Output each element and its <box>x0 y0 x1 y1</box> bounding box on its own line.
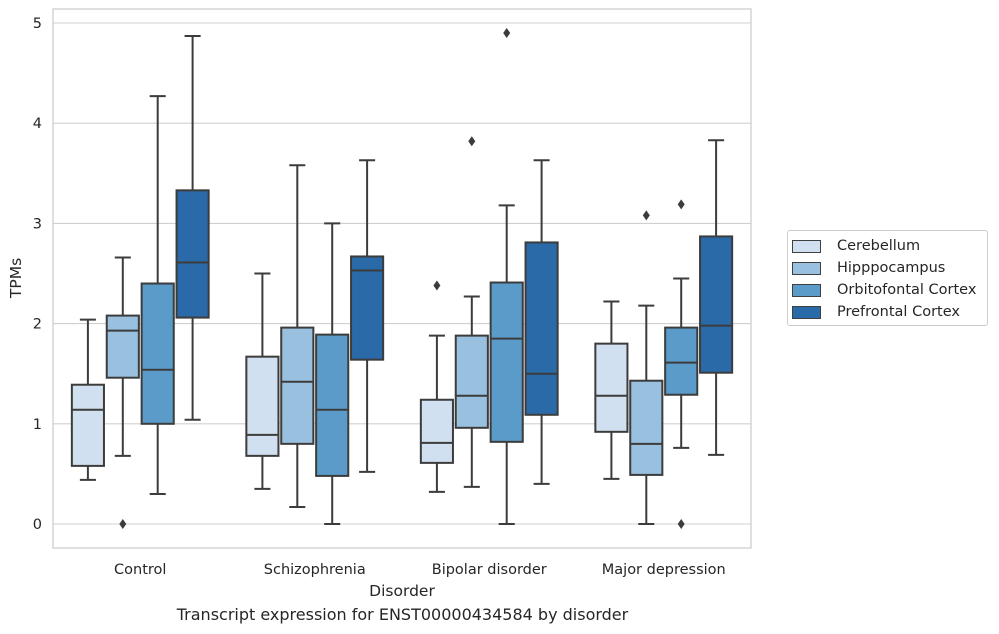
box-0-2 <box>140 95 175 495</box>
y-tick-label-2: 2 <box>33 317 42 333</box>
legend-swatch-hippocampus <box>792 261 821 275</box>
y-tick-label-1: 1 <box>33 417 42 433</box>
box-1-1 <box>280 164 315 508</box>
box-iqr <box>489 281 524 443</box>
outlier-point <box>119 519 127 529</box>
legend: Cerebellum Hipppocampus Orbitofontal Cor… <box>787 230 988 326</box>
box-0-3 <box>175 35 210 421</box>
box-iqr <box>315 333 350 477</box>
outlier-point <box>642 210 650 221</box>
box-0-0 <box>70 318 105 481</box>
box-2-0 <box>419 280 454 493</box>
box-3-1 <box>629 210 664 525</box>
box-3-3 <box>699 139 734 456</box>
y-tick-label-3: 3 <box>33 216 42 232</box>
box-2-3 <box>524 159 559 485</box>
x-axis-label: Disorder <box>369 582 435 600</box>
x-tick-label-2: Bipolar disorder <box>432 562 547 578</box>
y-tick-label-0: 0 <box>33 517 42 533</box>
box-iqr <box>105 314 140 379</box>
box-iqr <box>175 189 210 319</box>
legend-item-hippocampus: Hipppocampus <box>792 257 945 279</box>
x-tick-label-1: Schizophrenia <box>264 562 366 578</box>
legend-label-cerebellum: Cerebellum <box>837 238 921 254</box>
x-tick-label-0: Control <box>114 562 166 578</box>
box-1-0 <box>245 272 280 490</box>
legend-label-hippocampus: Hipppocampus <box>837 260 946 276</box>
box-1-2 <box>315 222 350 525</box>
outlier-point <box>503 28 511 39</box>
x-tick-labels: Control Schizophrenia Bipolar disorder Majo… <box>114 562 726 578</box>
legend-swatch-cerebellum <box>792 239 821 253</box>
box-iqr <box>524 241 559 416</box>
figure-caption: Transcript expression for ENST0000043458… <box>176 605 629 624</box>
box-iqr <box>664 326 699 396</box>
y-tick-label-5: 5 <box>33 16 42 32</box>
x-tick-label-3: Major depression <box>602 562 726 578</box>
box-iqr <box>350 255 385 361</box>
box-2-2 <box>489 28 524 525</box>
legend-item-cerebellum: Cerebellum <box>792 235 920 257</box>
box-1-3 <box>350 159 385 473</box>
plot-area-frame <box>52 8 752 549</box>
box-3-2 <box>664 199 699 529</box>
box-iqr <box>419 398 454 464</box>
box-iqr <box>70 383 105 467</box>
y-tick-labels: 0 1 2 3 4 5 <box>33 16 42 533</box>
outlier-point <box>433 280 441 291</box>
outlier-point <box>468 136 476 147</box>
box-iqr <box>245 355 280 457</box>
box-iqr <box>594 342 629 433</box>
y-axis-label: TPMs <box>7 258 25 299</box>
y-tick-label-4: 4 <box>33 116 42 132</box>
outlier-point <box>677 199 685 210</box>
box-0-1 <box>105 256 140 529</box>
box-iqr <box>699 235 734 374</box>
box-3-0 <box>594 300 629 480</box>
box-iqr <box>280 326 315 445</box>
legend-item-orbitofrontal-cortex: Orbitofontal Cortex <box>792 279 976 301</box>
legend-label-orbitofrontal-cortex: Orbitofontal Cortex <box>837 282 977 298</box>
outlier-point <box>677 519 685 529</box>
legend-item-prefrontal-cortex: Prefrontal Cortex <box>792 301 960 323</box>
legend-swatch-orbitofrontal-cortex <box>792 283 821 297</box>
box-2-1 <box>454 136 489 488</box>
boxes-layer <box>70 28 734 529</box>
box-iqr <box>140 282 175 425</box>
box-iqr <box>629 379 664 476</box>
legend-label-prefrontal-cortex: Prefrontal Cortex <box>837 304 960 320</box>
box-iqr <box>454 334 489 429</box>
legend-swatch-prefrontal-cortex <box>792 305 821 319</box>
